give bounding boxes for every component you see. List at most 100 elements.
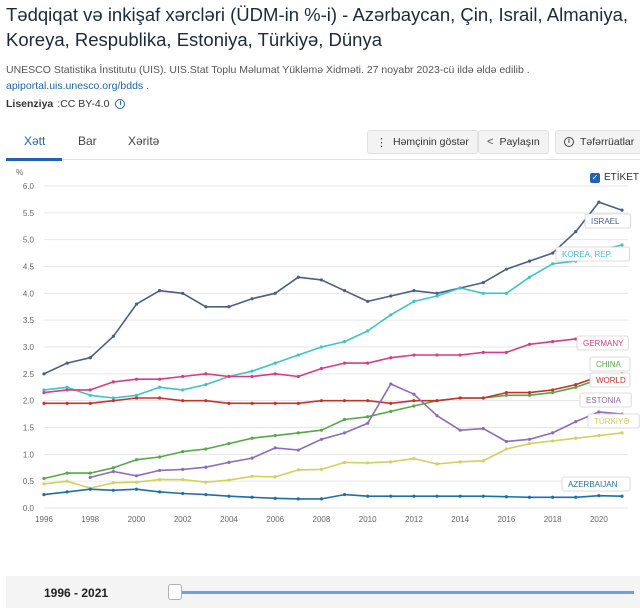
details-button[interactable]: i Təfərrüatlar [555, 130, 640, 154]
series-label-world: WORLD [596, 376, 626, 385]
details-label: Təfərrüatlar [580, 136, 635, 148]
data-point-world [435, 399, 439, 403]
data-point-turkiye [620, 431, 624, 435]
data-point-estonia [204, 465, 208, 469]
data-point-world [342, 399, 347, 403]
data-point-china [296, 431, 300, 435]
data-point-israel [250, 297, 254, 301]
page-title: Tədqiqat və inkişaf xərcləri (ÜDM-in %-i… [6, 4, 628, 50]
series-label-china: CHINA [596, 360, 622, 369]
data-point-estonia [134, 474, 139, 478]
data-point-world [551, 388, 555, 392]
tab-line[interactable]: Xətt [24, 134, 46, 148]
data-point-korea [435, 294, 439, 298]
active-tab-indicator [6, 158, 62, 161]
data-point-estonia [227, 460, 231, 464]
label-toggle-text: ETİKET [604, 172, 640, 183]
data-point-estonia [412, 392, 416, 396]
data-point-china [389, 409, 393, 413]
data-point-estonia [527, 437, 532, 441]
x-tick-label: 2016 [498, 515, 516, 522]
y-tick-label: 3.0 [23, 343, 35, 352]
data-point-turkiye [481, 459, 485, 463]
data-point-azerbaijan [227, 494, 231, 498]
source-link[interactable]: apiportal.uis.unesco.org/bdds [6, 80, 144, 92]
year-range-slider-track[interactable] [174, 591, 634, 594]
data-point-world [319, 399, 324, 403]
data-point-azerbaijan [389, 494, 393, 498]
data-point-germany [158, 377, 162, 381]
series-line-world [44, 373, 623, 405]
data-point-turkiye [134, 480, 139, 484]
data-point-estonia [389, 382, 393, 386]
data-point-korea [88, 393, 92, 397]
year-range-slider-handle[interactable] [168, 584, 182, 600]
tab-map[interactable]: Xəritə [128, 134, 160, 148]
info-icon[interactable]: i [115, 99, 126, 109]
data-point-israel [412, 289, 416, 293]
data-point-estonia [366, 421, 370, 425]
data-point-azerbaijan [504, 495, 508, 499]
x-tick-label: 2014 [451, 515, 469, 522]
data-point-korea [551, 262, 555, 266]
data-point-world [412, 399, 416, 403]
data-point-estonia [88, 475, 92, 480]
data-point-world [204, 399, 208, 403]
series-label-badge [584, 213, 631, 229]
data-point-world [458, 396, 462, 400]
y-tick-label: 1.0 [23, 450, 35, 459]
label-toggle[interactable]: ✓ ETİKET [590, 172, 639, 183]
also-show-button[interactable]: ⋮ Həmçinin göstər [367, 130, 478, 154]
data-point-israel [342, 289, 347, 293]
data-point-world [296, 401, 300, 405]
tab-bar[interactable]: Bar [78, 134, 97, 148]
series-line-korea [43, 244, 623, 399]
data-point-estonia [158, 468, 162, 473]
checkbox-checked-icon[interactable]: ✓ [590, 172, 600, 183]
data-point-azerbaijan [458, 494, 462, 498]
data-point-turkiye [458, 460, 462, 464]
y-tick-label: 6.0 [23, 182, 35, 191]
data-point-turkiye [42, 482, 46, 486]
data-point-germany [250, 374, 254, 379]
y-tick-label: 0.0 [23, 504, 35, 513]
data-point-israel [111, 334, 115, 338]
x-tick-label: 2004 [220, 515, 238, 522]
data-point-estonia [435, 414, 439, 418]
data-point-germany [412, 353, 416, 357]
data-point-israel [181, 291, 185, 295]
also-show-label: Həmçinin göstər [393, 136, 469, 148]
data-point-germany [504, 350, 508, 354]
license-label: Lisenziya [6, 98, 54, 110]
share-button[interactable]: < Paylaşın [478, 130, 549, 154]
y-tick-label: 5.0 [23, 236, 35, 245]
license-value: :CC BY-4.0 [57, 98, 110, 110]
data-point-world [111, 399, 115, 403]
data-point-korea [65, 385, 69, 389]
y-axis-label: % [16, 168, 23, 177]
data-point-israel [134, 302, 139, 306]
data-point-azerbaijan [111, 488, 115, 492]
data-point-turkiye [273, 475, 277, 479]
x-tick-label: 1998 [81, 515, 99, 522]
data-point-israel [366, 299, 370, 303]
data-point-korea [42, 388, 46, 392]
series-line-israel [43, 201, 623, 375]
more-vertical-icon: ⋮ [376, 136, 387, 149]
y-tick-label: 3.5 [23, 316, 35, 325]
data-point-estonia [481, 426, 485, 431]
data-point-world [250, 401, 254, 405]
x-tick-label: 2010 [359, 515, 377, 522]
series-label-estonia: ESTONIA [586, 396, 622, 405]
data-point-turkiye [342, 460, 347, 464]
data-point-israel [296, 275, 300, 279]
data-point-azerbaijan [435, 494, 439, 498]
data-point-world [181, 399, 185, 403]
data-point-world [158, 396, 162, 400]
data-point-world [88, 401, 92, 405]
data-point-azerbaijan [551, 495, 555, 499]
data-point-turkiye [597, 433, 601, 438]
data-point-china [527, 393, 532, 397]
series-label-badge [576, 335, 629, 351]
data-point-world [227, 401, 231, 405]
